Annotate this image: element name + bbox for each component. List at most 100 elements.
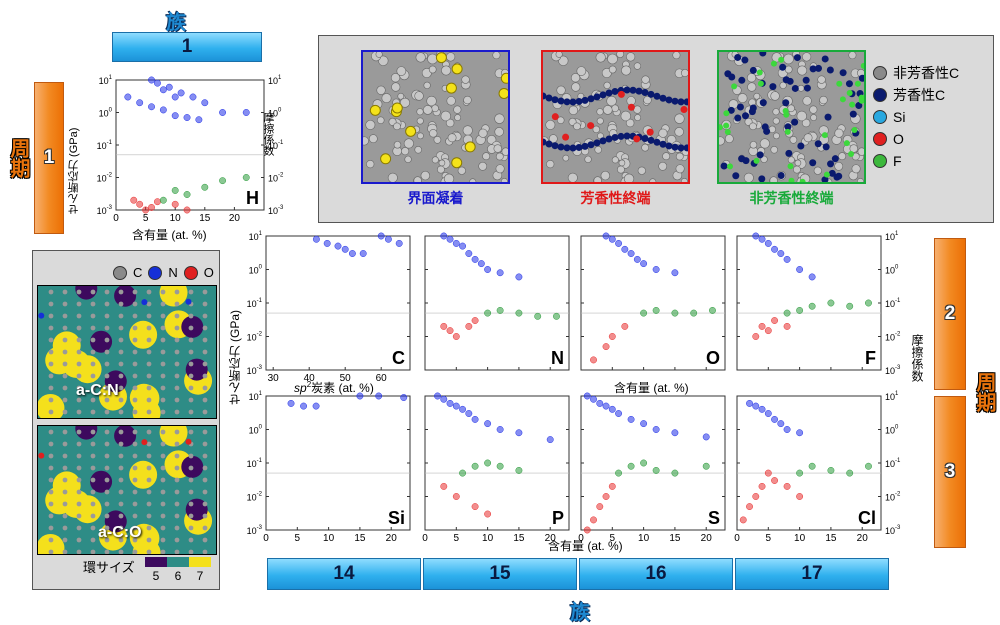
shear-point [615, 239, 623, 247]
shear-point [783, 426, 791, 433]
ring-atom [104, 453, 110, 459]
atom [500, 177, 508, 185]
atom [428, 65, 437, 74]
ring-atom [188, 525, 194, 531]
ring-atom [146, 349, 152, 355]
atom-o [562, 133, 570, 141]
ring-atom [76, 397, 82, 403]
ring-atom [146, 361, 152, 367]
atom [634, 114, 642, 121]
y-tick-label: 10-2 [247, 492, 263, 503]
ring-atom [202, 537, 208, 543]
x-tick-label: 0 [263, 533, 269, 544]
atom [366, 160, 375, 169]
ring-atom [104, 313, 110, 319]
ring-atom [62, 513, 68, 519]
shear-point [758, 235, 766, 243]
ring-atom [104, 525, 110, 531]
atom [787, 156, 795, 164]
atom-aromatic [845, 80, 853, 88]
atom [446, 96, 456, 106]
caption-nonaromatic: 非芳香性終端 [749, 190, 834, 206]
friction-point-green [640, 459, 648, 467]
ring-atom [62, 501, 68, 507]
atom [611, 104, 619, 113]
atom [658, 128, 668, 138]
y2-tick-label: 10-1 [885, 458, 901, 469]
ring-atom [160, 373, 166, 379]
atom [602, 105, 613, 115]
atom-f [843, 140, 850, 147]
atom-o [617, 90, 625, 98]
shear-point [621, 245, 629, 253]
ring-atom [174, 513, 180, 519]
ring-atom [90, 501, 96, 507]
ring-atom [48, 289, 54, 295]
ring-atom [48, 501, 54, 507]
atom-f [778, 56, 785, 63]
atom [399, 97, 410, 108]
ring-atom [104, 301, 110, 307]
shear-point [177, 89, 185, 97]
ring-atom [104, 337, 110, 343]
x-tick-label: 40 [304, 373, 316, 384]
friction-point-green [219, 177, 227, 185]
group-17-bar: 17 [735, 558, 889, 590]
ring-atom [202, 361, 208, 367]
ylabel-grid: せん断応力 (GPa) [228, 310, 242, 406]
period-label-left: 周期 [7, 138, 29, 178]
ring-atom [48, 429, 54, 435]
ring-atom [48, 549, 54, 554]
atom [457, 166, 466, 175]
atom-aromatic [802, 76, 810, 84]
ring-atom [146, 525, 152, 531]
ring-atom [202, 501, 208, 507]
atom-aromatic [803, 84, 811, 92]
friction-point-green [171, 186, 179, 194]
atom-aromatic [647, 136, 655, 144]
atom [838, 152, 847, 161]
atom-si [445, 82, 457, 94]
y2-tick-label: 100 [885, 265, 899, 276]
friction-point-red [153, 198, 161, 206]
shear-point [341, 245, 349, 253]
shear-point [159, 86, 167, 94]
structure-image-aromatic [539, 50, 697, 188]
ring-atom [132, 549, 138, 554]
x-tick-label: 5 [766, 533, 772, 544]
ring-atom [132, 465, 138, 471]
atom [390, 73, 401, 83]
ring-atom [90, 513, 96, 519]
atom [501, 147, 510, 156]
shear-point [808, 273, 816, 281]
atom-o [646, 128, 654, 136]
ring-atom [202, 429, 208, 435]
atom-f [860, 62, 867, 69]
period-label-right: 周期 [973, 372, 995, 412]
ring-atom [132, 429, 138, 435]
plot-area-Cl [736, 395, 882, 531]
ring-atom [174, 537, 180, 543]
atom [674, 113, 685, 124]
ring-atom [62, 489, 68, 495]
ring-atom [174, 301, 180, 307]
friction-point-green [496, 462, 504, 470]
atom-aromatic [665, 96, 673, 104]
ring-atom [132, 441, 138, 447]
ring-atom [104, 477, 110, 483]
ring-atom [76, 313, 82, 319]
atom-aromatic [849, 110, 857, 118]
atom-o [680, 106, 688, 114]
ring-atom [118, 361, 124, 367]
ring-atom [146, 385, 152, 391]
y2-tick-label: 10-1 [268, 140, 284, 151]
atom-f [723, 110, 730, 117]
ring-atom [104, 513, 110, 519]
atom-si [451, 157, 463, 169]
shear-point [764, 410, 772, 417]
group-15-bar: 15 [423, 558, 577, 590]
atom [724, 134, 734, 144]
ring-atom [48, 525, 54, 531]
ring-atom [48, 373, 54, 379]
caption-interface: 界面凝着 [407, 190, 464, 206]
